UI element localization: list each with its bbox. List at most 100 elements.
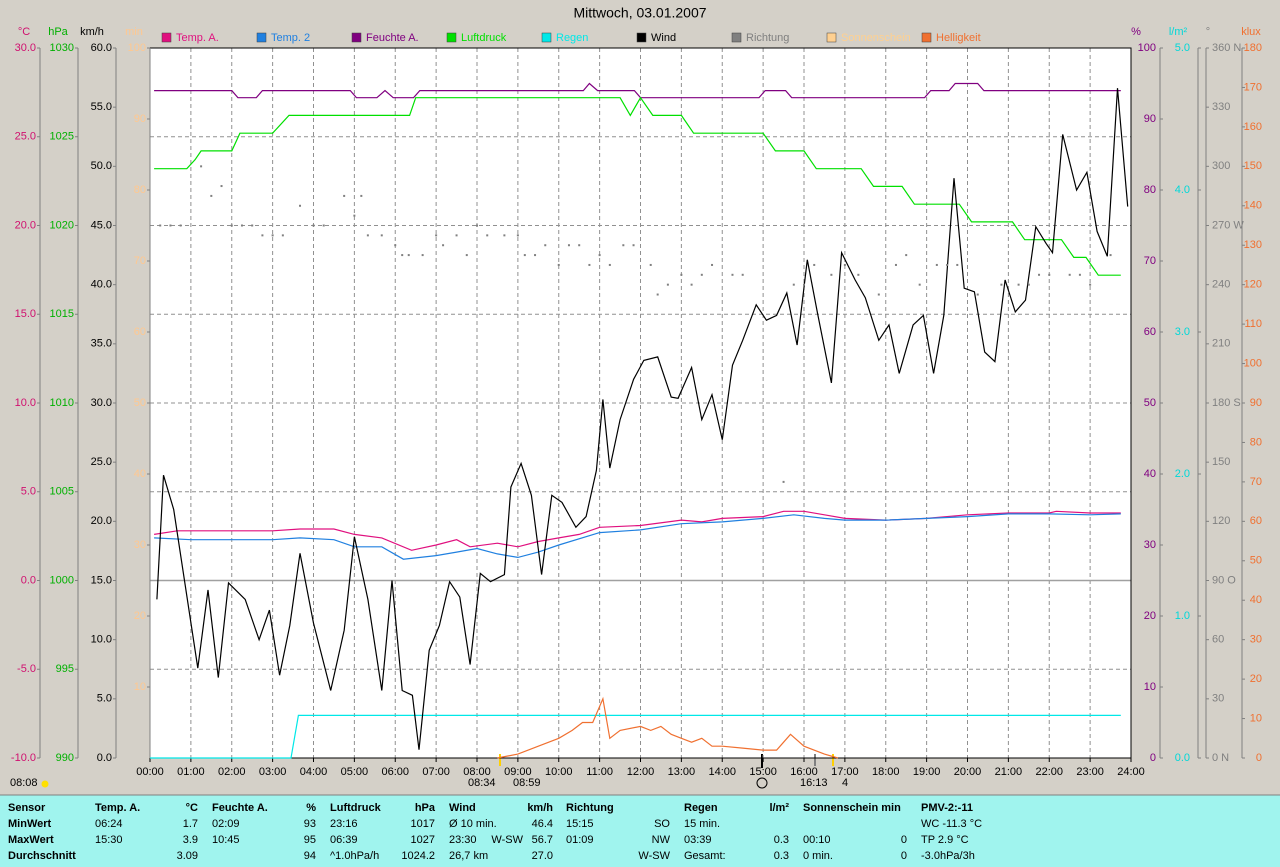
y-tick-label: 0.0 [1175,752,1190,764]
axis-unit: l/m² [1169,26,1188,38]
y-tick-label: 150 [1212,456,1230,468]
table-cell: 3.9 [183,834,198,846]
series-dot [1109,254,1112,257]
y-tick-label: 80 [1144,184,1156,196]
series-dot [803,283,805,286]
table-cell: ^1.0hPa/h [330,850,379,862]
table-cell: 0.3 [774,834,789,846]
y-tick-label: 110 [1244,318,1262,330]
series-dot [476,224,478,227]
table-header: l/m² [769,802,789,814]
x-tick-label: 22:00 [1035,766,1063,778]
series-dot [486,234,489,237]
x-tick-label: 16:00 [790,766,818,778]
x-tick-label: 19:00 [913,766,941,778]
table-header: Wind [449,802,476,814]
series-dot [544,244,547,247]
x-tick-label: 03:00 [259,766,287,778]
series-dot [380,234,383,237]
series-dot [792,283,795,286]
x-tick-label: 01:00 [177,766,205,778]
y-tick-label: 210 [1212,338,1230,350]
y-tick-label: 80 [1250,436,1262,448]
y-tick-label: 0.0 [97,752,112,764]
x-tick-label: 23:00 [1076,766,1104,778]
legend-swatch [921,32,932,43]
series-line [156,88,1129,750]
y-tick-label: 5.0 [97,693,112,705]
y-tick-label: 40.0 [91,279,112,291]
x-tick-label: 20:00 [954,766,982,778]
x-tick-label: 11:00 [586,766,613,778]
y-tick-label: 1000 [50,574,74,586]
table-header: Sonnenschein min [803,802,901,814]
y-tick-label: 180 S [1212,397,1241,409]
series-dot [1068,273,1071,276]
y-tick-label: 330 [1212,101,1230,113]
x-tick-label: 05:00 [341,766,369,778]
y-tick-label: 80 [134,184,146,196]
y-tick-label: 180 [1244,42,1262,54]
y-tick-label: 20 [134,610,146,622]
table-cell: -3.0hPa/3h [921,850,975,862]
y-tick-label: 150 [1244,160,1262,172]
table-header: PMV-2:-11 [921,802,973,814]
y-tick-label: 25.0 [91,456,112,468]
y-tick-label: 1.0 [1175,610,1190,622]
y-tick-label: 240 [1212,279,1230,291]
axis-unit: km/h [80,26,104,38]
table-cell: 02:09 [212,818,240,830]
table-cell: 1027 [411,834,435,846]
series-dot [976,293,979,296]
series-dot [567,244,570,247]
axis-unit: ° [1206,26,1210,38]
series-dot [465,254,468,257]
x-tick-label: 13:00 [668,766,696,778]
table-cell: 00:10 [803,834,831,846]
series-dot [401,254,404,257]
series-dot [1078,273,1081,276]
y-tick-label: 30 [134,539,146,551]
y-tick-label: 10 [134,681,146,693]
y-tick-label: 45.0 [91,219,112,231]
table-cell: 10:45 [212,834,240,846]
table-cell: 06:39 [330,834,358,846]
y-tick-label: 1020 [50,219,74,231]
series-line [154,513,1121,560]
x-tick-label: 09:00 [504,766,532,778]
table-cell: 1.7 [183,818,198,830]
series-dot [421,254,424,257]
table-cell: 56.7 [532,834,553,846]
table-cell: 0 [901,834,907,846]
y-tick-label: 360 N [1212,42,1241,54]
series-line [154,82,1121,99]
y-tick-label: 60 [134,326,146,338]
y-tick-label: 70 [1144,255,1156,267]
series-dot [935,263,938,266]
x-tick-label: 07:00 [422,766,450,778]
table-cell: 27.0 [532,850,553,862]
y-tick-label: 90 [1250,397,1262,409]
event-icon [756,777,768,789]
series-dot [281,234,284,237]
table-cell: NW [652,834,671,846]
series-dot [666,283,669,286]
table-cell: 1024.2 [401,850,435,862]
series-dot [608,263,611,266]
series-dot [394,244,397,247]
legend-label: Luftdruck [461,32,507,44]
y-tick-label: 1005 [50,486,74,498]
y-tick-label: 25.0 [15,131,36,143]
y-tick-label: 5.0 [21,486,36,498]
y-tick-label: 55.0 [91,101,112,113]
x-tick-label: 12:00 [627,766,655,778]
chart-title: Mittwoch, 03.01.2007 [573,5,706,21]
series-dot [830,273,833,276]
x-tick-label: 18:00 [872,766,900,778]
annotation: 08:34 [468,777,496,789]
table-cell: 23:16 [330,818,358,830]
y-tick-label: 1010 [50,397,74,409]
series-line [497,696,839,759]
legend-label: Richtung [746,32,789,44]
x-tick-label: 15:00 [749,766,777,778]
